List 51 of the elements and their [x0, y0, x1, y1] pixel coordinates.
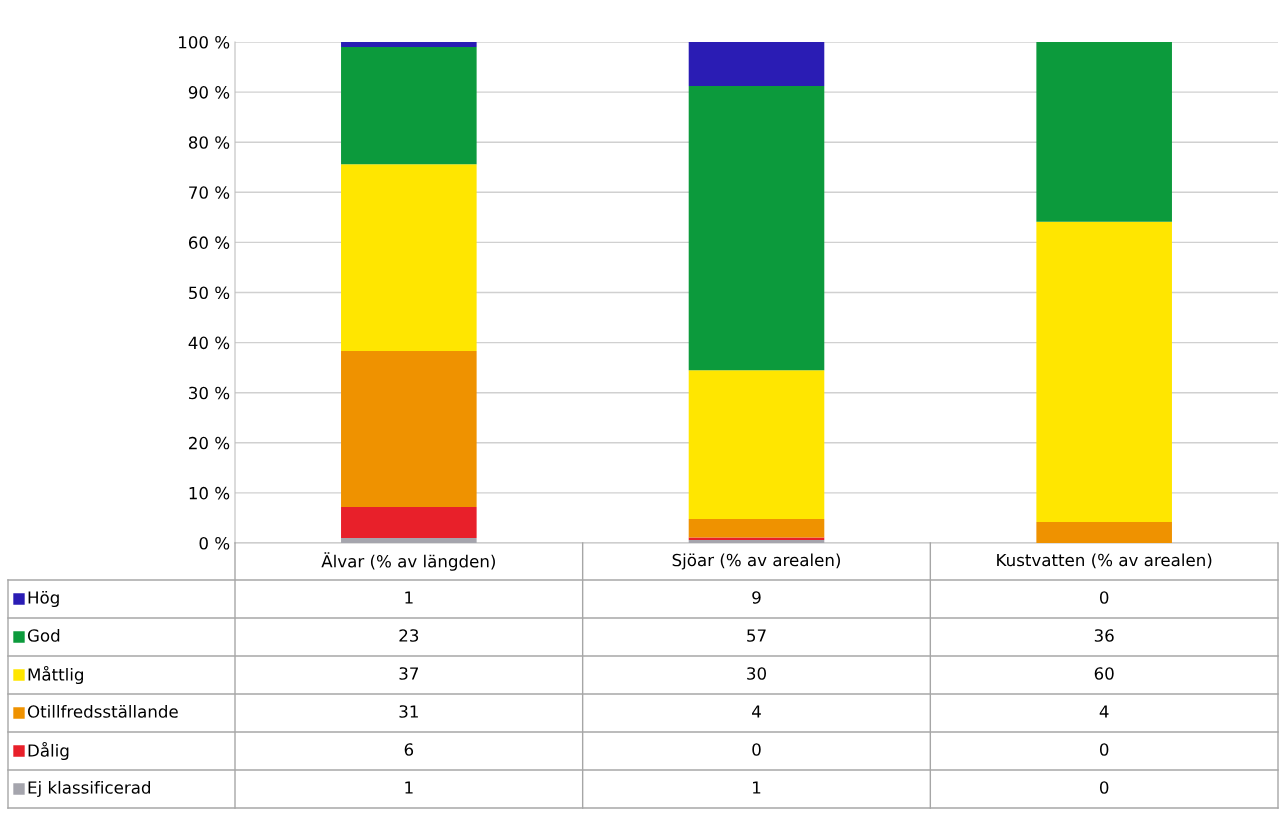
data-label: 31 — [399, 705, 418, 718]
bar — [341, 537, 477, 543]
data-label: 0 — [1099, 743, 1109, 756]
legend-label: Ej klassificerad — [28, 780, 150, 798]
bar — [688, 370, 825, 519]
legend-label: Hög — [28, 590, 59, 608]
legend-label: Dålig — [28, 741, 69, 761]
bar — [341, 164, 477, 352]
data-label: 9 — [752, 591, 761, 604]
bar — [341, 351, 477, 507]
legend-label: Otillfredsställande — [27, 704, 178, 718]
data-label: 0 — [1099, 591, 1109, 604]
bar — [341, 47, 477, 165]
data-label: 37 — [399, 667, 419, 680]
data-label: 57 — [747, 629, 766, 642]
data-label: 6 — [404, 743, 414, 756]
bar — [688, 42, 825, 87]
y-tick-label: 60 % — [188, 236, 230, 249]
x-tick-label: Kustvatten (% av arealen) — [997, 553, 1212, 569]
y-tick-label: 50 % — [189, 286, 230, 300]
bar — [341, 42, 477, 48]
data-label: 1 — [405, 591, 413, 604]
y-tick-label: 0 % — [199, 536, 230, 550]
data-label: 0 — [752, 743, 761, 756]
data-label: 30 — [747, 667, 766, 680]
legend-label: Måttlig — [28, 665, 83, 685]
y-tick-label: 90 % — [188, 86, 230, 99]
y-tick-label: 30 % — [189, 386, 230, 400]
data-label: 60 — [1094, 667, 1114, 680]
x-tick-label: Sjöar (% av arealen) — [672, 553, 841, 570]
bar — [1036, 521, 1172, 543]
bar — [688, 86, 825, 371]
y-tick-label: 70 % — [189, 186, 230, 199]
data-label: 36 — [1094, 629, 1114, 642]
y-tick-label: 80 % — [188, 136, 230, 149]
bar — [688, 518, 825, 538]
y-tick-label: 100 % — [179, 35, 230, 49]
x-tick-label: Älvar (% av längden) — [321, 552, 495, 571]
y-tick-label: 20 % — [189, 436, 230, 450]
data-label: 0 — [1099, 781, 1109, 794]
data-label: 4 — [1099, 705, 1109, 718]
bar — [341, 506, 477, 538]
y-tick-label: 10 % — [189, 486, 230, 500]
data-label: 1 — [753, 781, 761, 794]
data-label: 1 — [405, 781, 413, 794]
data-label: 23 — [399, 629, 419, 642]
bar — [1036, 42, 1172, 222]
y-tick-label: 40 % — [188, 336, 230, 350]
legend-label: God — [27, 628, 60, 642]
data-label: 4 — [752, 705, 761, 718]
bar — [1036, 221, 1172, 522]
